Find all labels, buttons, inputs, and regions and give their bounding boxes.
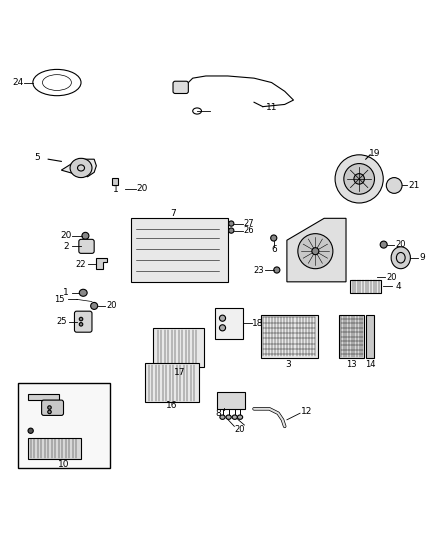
Ellipse shape [380,241,387,248]
Ellipse shape [226,415,231,419]
FancyBboxPatch shape [366,314,374,359]
Text: 20: 20 [387,273,397,282]
Text: 22: 22 [76,260,86,269]
Text: 13: 13 [346,360,357,369]
Text: 20: 20 [106,302,117,310]
Ellipse shape [229,228,234,233]
FancyBboxPatch shape [112,177,118,185]
FancyBboxPatch shape [145,363,199,402]
Ellipse shape [70,158,92,177]
Text: 27: 27 [244,219,254,228]
Ellipse shape [91,302,98,310]
FancyBboxPatch shape [261,314,318,359]
FancyBboxPatch shape [28,393,59,400]
FancyBboxPatch shape [79,239,94,253]
FancyBboxPatch shape [131,219,228,282]
Text: 17: 17 [174,368,185,377]
Text: 23: 23 [253,265,264,274]
Text: 25: 25 [56,317,67,326]
Text: 1: 1 [63,288,69,297]
FancyBboxPatch shape [350,280,381,293]
Ellipse shape [79,317,83,321]
Ellipse shape [298,233,333,269]
FancyBboxPatch shape [18,383,109,468]
Text: 14: 14 [365,360,375,369]
Text: 3: 3 [285,360,291,369]
Ellipse shape [79,289,87,296]
Text: 10: 10 [58,460,69,469]
Text: 7: 7 [170,209,176,219]
Text: 1: 1 [113,185,119,195]
FancyBboxPatch shape [28,438,81,459]
Polygon shape [61,159,96,177]
Text: 19: 19 [369,149,380,158]
Ellipse shape [229,221,234,226]
Ellipse shape [219,325,226,331]
FancyBboxPatch shape [74,311,92,332]
FancyBboxPatch shape [153,328,204,367]
Ellipse shape [335,155,383,203]
Ellipse shape [237,415,243,419]
Ellipse shape [220,415,225,419]
Text: 9: 9 [420,253,426,262]
Ellipse shape [82,232,89,239]
Text: 21: 21 [408,181,420,190]
Ellipse shape [219,315,226,321]
Ellipse shape [271,235,277,241]
Text: 11: 11 [266,103,277,112]
Text: 6: 6 [271,245,277,254]
FancyBboxPatch shape [217,392,245,409]
Polygon shape [96,258,107,269]
Text: 5: 5 [34,154,40,163]
FancyBboxPatch shape [339,314,364,359]
Ellipse shape [48,410,51,414]
Text: 4: 4 [396,282,401,290]
Ellipse shape [344,164,374,194]
FancyBboxPatch shape [215,308,243,339]
Polygon shape [287,219,346,282]
Text: 26: 26 [244,226,254,235]
FancyBboxPatch shape [42,400,64,415]
Text: 24: 24 [12,78,23,87]
FancyBboxPatch shape [173,81,188,93]
Text: 20: 20 [60,231,71,240]
Ellipse shape [28,428,33,433]
Text: 2: 2 [63,242,68,251]
Text: 18: 18 [252,319,263,328]
Ellipse shape [354,174,364,184]
Ellipse shape [232,415,237,419]
Ellipse shape [79,322,83,326]
Ellipse shape [386,177,402,193]
Ellipse shape [274,267,280,273]
Text: 16: 16 [166,401,178,410]
Text: 20: 20 [396,240,406,249]
Text: 20: 20 [137,184,148,193]
Text: 12: 12 [301,407,312,416]
Text: 8: 8 [215,409,221,418]
Text: 15: 15 [54,295,64,304]
Ellipse shape [312,248,319,255]
Text: 20: 20 [235,425,245,434]
Ellipse shape [391,247,410,269]
Ellipse shape [48,406,51,409]
